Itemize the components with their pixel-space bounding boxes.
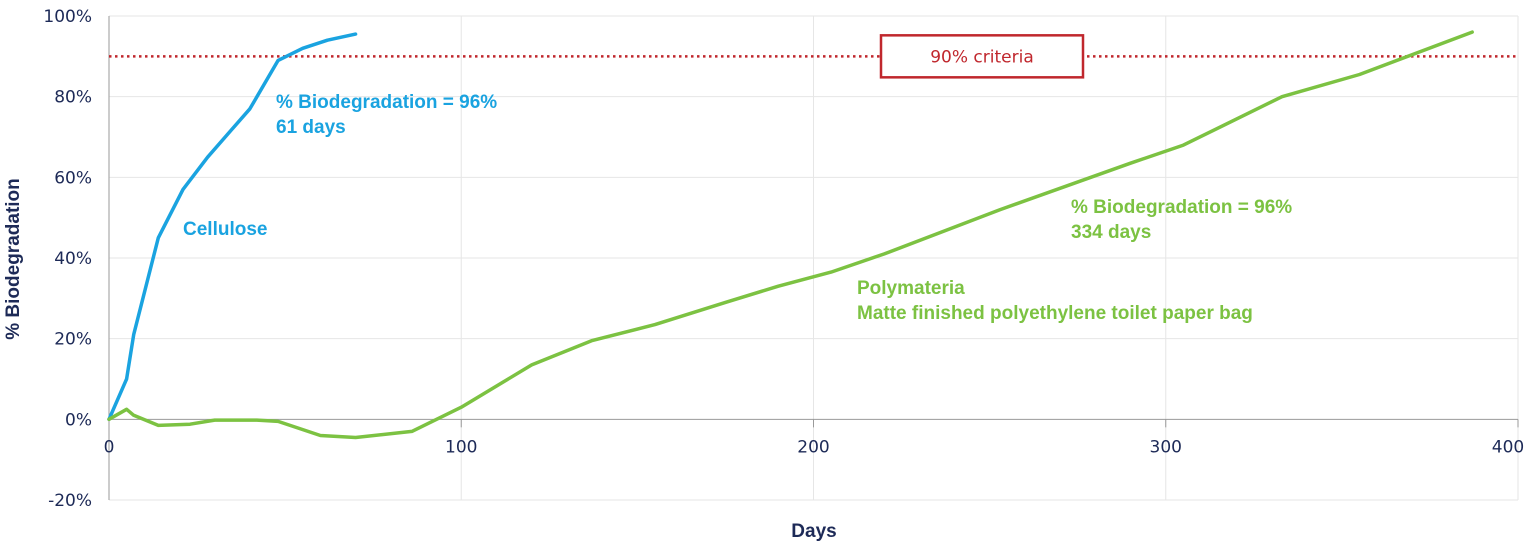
polymateria-label-line2: Matte finished polyethylene toilet paper… [857, 303, 1253, 324]
threshold-label: 90% criteria [930, 47, 1034, 67]
x-tick-label: 300 [1150, 437, 1182, 457]
polymateria-result-line2: 334 days [1071, 222, 1151, 243]
polymateria-line [107, 30, 1474, 440]
threshold-group: 90% criteria [109, 34, 1518, 79]
y-tick-label: 60% [54, 168, 92, 188]
y-tick-label: 20% [54, 330, 92, 350]
series-lines [107, 30, 1474, 440]
cellulose-result-line2: 61 days [276, 117, 346, 138]
x-axis-title: Days [791, 521, 836, 542]
y-tick-label: 0% [65, 410, 92, 430]
x-tick-label: 0 [104, 437, 115, 457]
y-tick-label: 100% [43, 7, 92, 27]
cellulose-line [107, 32, 358, 422]
cellulose-label: Cellulose [183, 219, 267, 240]
y-tick-label: 40% [54, 249, 92, 269]
y-tick-labels: 100% 80% 60% 40% 20% 0% -20% [43, 7, 92, 511]
y-axis-title: % Biodegradation [3, 178, 24, 340]
polymateria-result-line1: % Biodegradation = 96% [1071, 197, 1292, 218]
threshold-label-box [879, 34, 1085, 79]
polymateria-label-line1: Polymateria [857, 278, 965, 299]
x-tick-labels: 0 100 200 300 400 [104, 437, 1525, 457]
x-tick-label: 100 [445, 437, 477, 457]
y-tick-label: -20% [48, 491, 92, 511]
grid-lines [109, 15, 1519, 501]
x-tick-label: 400 [1492, 437, 1524, 457]
x-tick-label: 200 [797, 437, 829, 457]
y-tick-label: 80% [54, 88, 92, 108]
cellulose-result-line1: % Biodegradation = 96% [276, 92, 497, 113]
